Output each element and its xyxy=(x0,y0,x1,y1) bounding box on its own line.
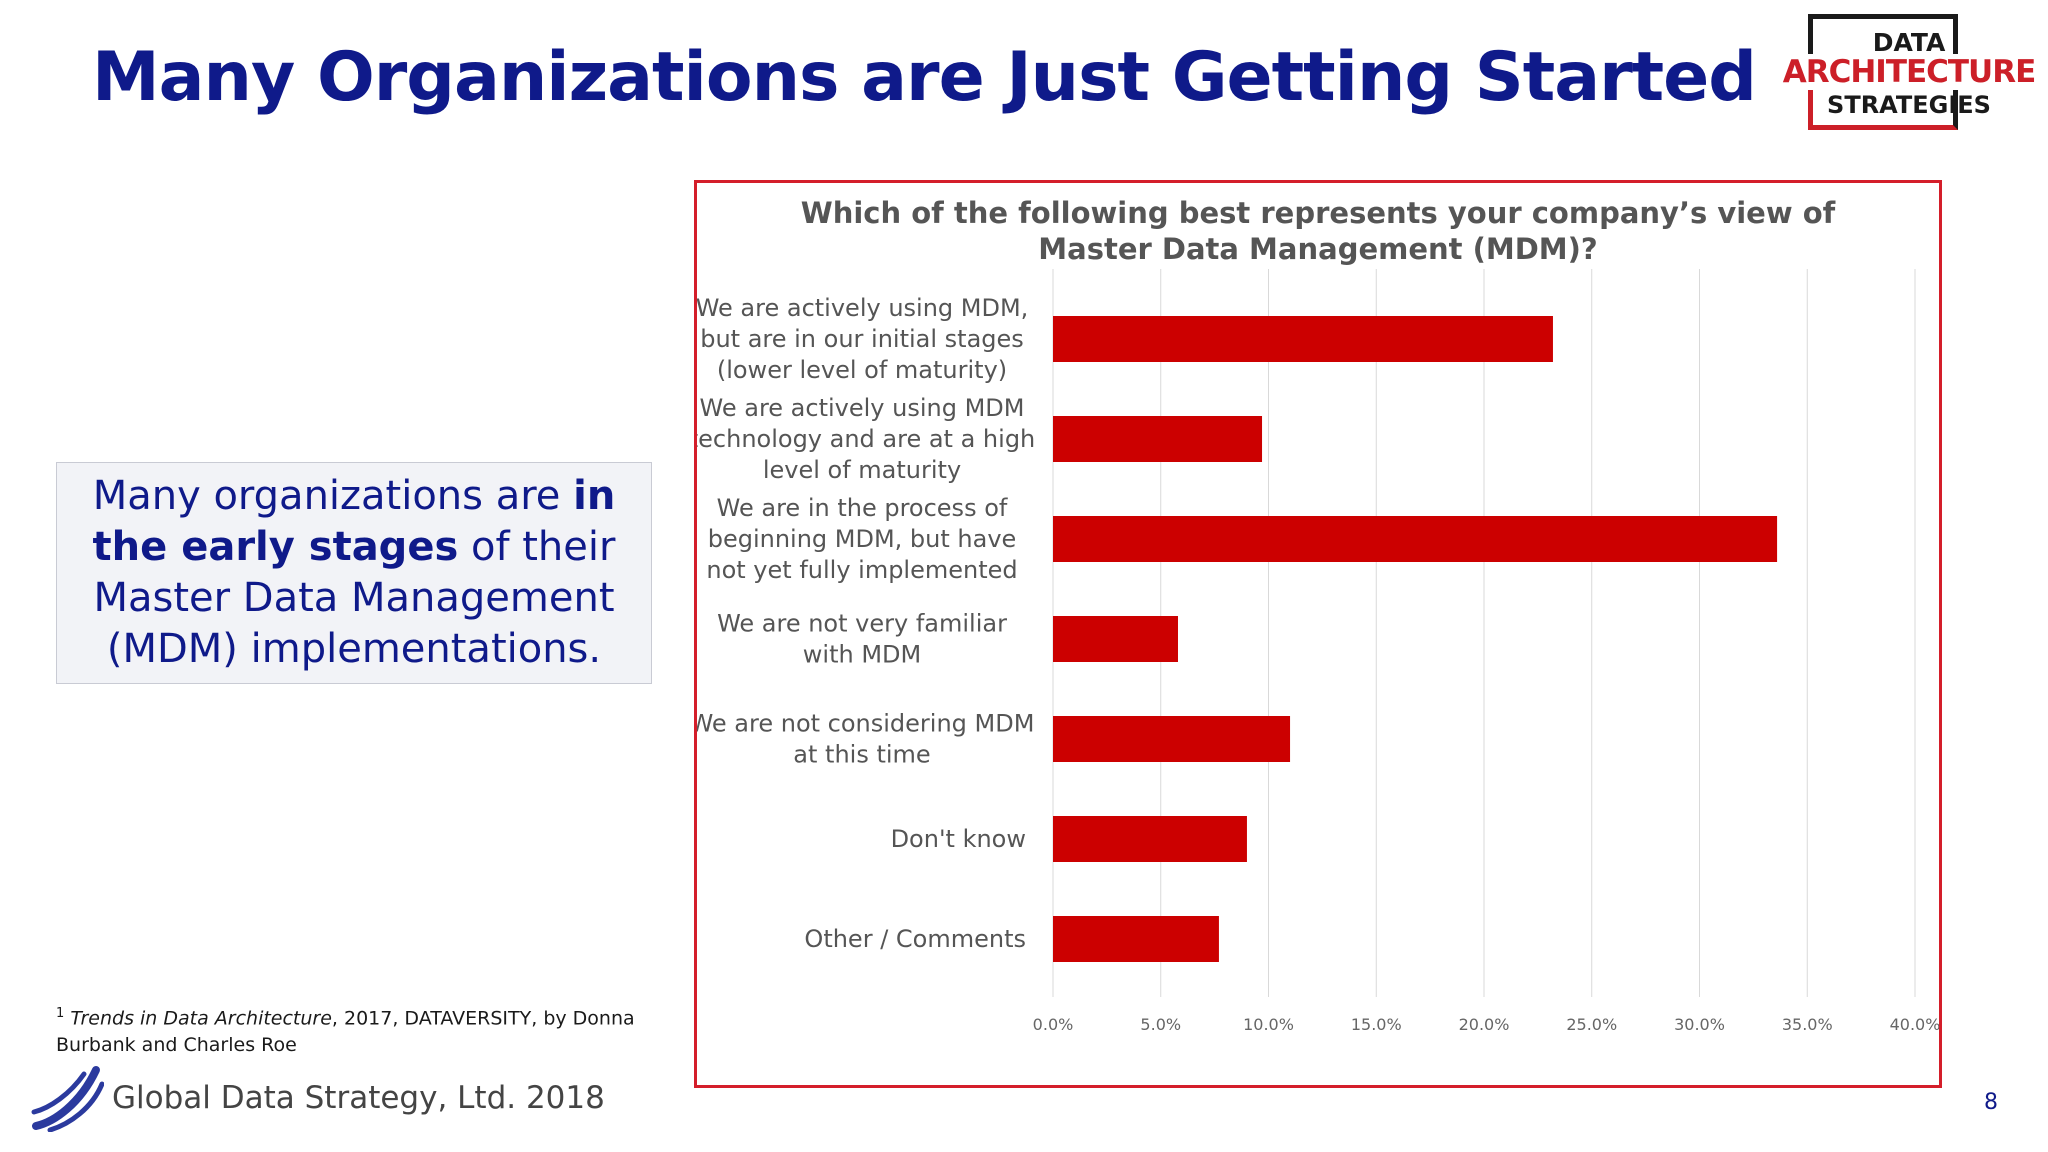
footnote-source-details: , 2017, DATAVERSITY, by Donna Burbank an… xyxy=(56,1007,635,1057)
category-label-line: We are not very familiar xyxy=(717,610,1007,638)
category-label-line: We are in the process of xyxy=(717,494,1008,522)
callout-text-bold: in the early stages xyxy=(92,473,616,570)
logo-line-strategies: STRATEGIES xyxy=(1827,91,1991,119)
category-label: We are in the process of beginning MDM, b… xyxy=(706,494,1017,584)
bars xyxy=(1053,316,1778,962)
bar xyxy=(1053,816,1247,862)
category-label-line: technology and are at a high xyxy=(697,425,1035,453)
footnote-marker: 1 xyxy=(56,1006,65,1021)
chart-title-line-2: Master Data Management (MDM)? xyxy=(1038,232,1598,266)
footer-company-text: Global Data Strategy, Ltd. 2018 xyxy=(112,1080,605,1116)
x-tick-label: 20.0% xyxy=(1459,1015,1510,1034)
callout-text-part2: of their Master Data Management (MDM) im… xyxy=(93,524,616,672)
x-tick-label: 40.0% xyxy=(1890,1015,1939,1034)
callout-box: Many organizations are in the early stag… xyxy=(56,462,652,684)
footnote: 1 Trends in Data Architecture, 2017, DAT… xyxy=(56,1000,656,1059)
category-label: Don't know xyxy=(891,825,1026,853)
category-label: We are not very familiar with MDM xyxy=(717,610,1007,669)
bar xyxy=(1053,916,1219,962)
category-label: We are not considering MDM at this time xyxy=(697,710,1034,769)
logo-line-data: DATA xyxy=(1872,28,1946,57)
x-tick-label: 0.0% xyxy=(1033,1015,1074,1034)
callout-text-part1: Many organizations are xyxy=(92,473,574,519)
category-label-line: We are not considering MDM xyxy=(697,710,1034,738)
category-label: Other / Comments xyxy=(804,925,1026,953)
footnote-source-title: Trends in Data Architecture xyxy=(70,1007,332,1030)
category-labels: We are actively using MDM, but are in our… xyxy=(697,294,1035,953)
category-label-line: (lower level of maturity) xyxy=(717,356,1007,384)
category-label-line: level of maturity xyxy=(763,456,961,484)
bar-chart: We are actively using MDM, but are in our… xyxy=(697,269,1939,1034)
category-label: We are actively using MDM, but are in our… xyxy=(697,294,1028,384)
x-tick-label: 35.0% xyxy=(1782,1015,1833,1034)
page-number: 8 xyxy=(1984,1090,1998,1115)
bar xyxy=(1053,416,1263,462)
x-tick-label: 5.0% xyxy=(1140,1015,1181,1034)
bar xyxy=(1053,516,1778,562)
gridlines xyxy=(1052,269,1916,997)
category-label-line: not yet fully implemented xyxy=(706,556,1017,584)
bar xyxy=(1053,616,1178,662)
page-title: Many Organizations are Just Getting Star… xyxy=(92,38,1757,117)
chart-title: Which of the following best represents y… xyxy=(697,195,1939,267)
x-tick-label: 10.0% xyxy=(1243,1015,1294,1034)
category-label-line: but are in our initial stages xyxy=(700,325,1024,353)
bar xyxy=(1053,716,1291,762)
category-label-line: We are actively using MDM, xyxy=(697,294,1028,322)
callout-text: Many organizations are in the early stag… xyxy=(74,471,634,675)
x-tick-label: 30.0% xyxy=(1674,1015,1725,1034)
chart-title-line-1: Which of the following best represents y… xyxy=(800,196,1836,230)
x-axis-tick-labels: 0.0% 5.0% 10.0% 15.0% 20.0% 25.0% 30.0% 35.0% 40… xyxy=(1033,1015,1939,1034)
category-label-line: beginning MDM, but have xyxy=(708,525,1017,553)
data-architecture-strategies-logo: DATA ARCHITECTURE STRATEGIES xyxy=(1768,14,2048,134)
logo-line-architecture: ARCHITECTURE xyxy=(1768,54,2048,90)
bar xyxy=(1053,316,1553,362)
x-tick-label: 15.0% xyxy=(1351,1015,1402,1034)
category-label-line: at this time xyxy=(793,741,930,769)
category-label-line: with MDM xyxy=(803,641,921,669)
category-label-line: We are actively using MDM xyxy=(700,394,1025,422)
x-tick-label: 25.0% xyxy=(1566,1015,1617,1034)
category-label-line: Other / Comments xyxy=(804,925,1026,953)
global-data-strategy-logo-icon xyxy=(31,1066,104,1132)
category-label: We are actively using MDM technology and … xyxy=(697,394,1035,484)
chart-frame: Which of the following best represents y… xyxy=(694,180,1942,1088)
category-label-line: Don't know xyxy=(891,825,1026,853)
